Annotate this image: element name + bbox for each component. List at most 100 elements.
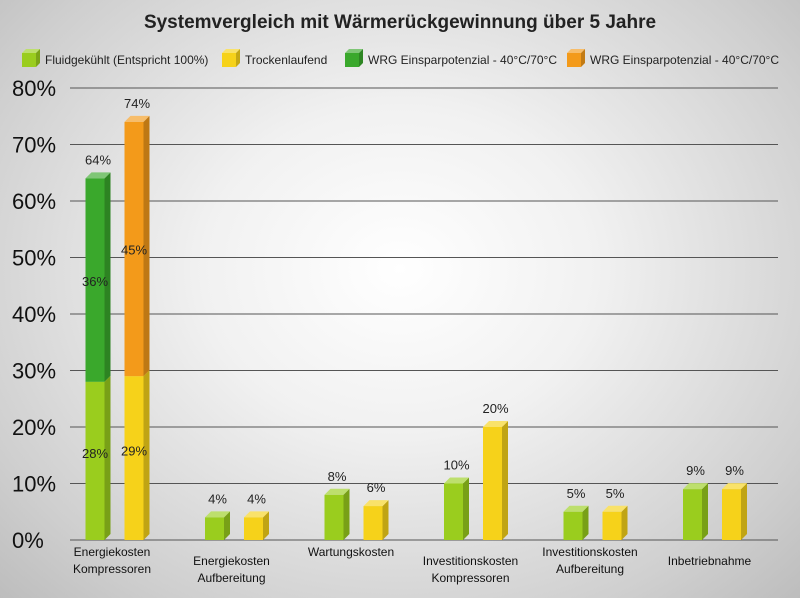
bar-front — [483, 427, 502, 540]
legend-entry: Fluidgekühlt (Entspricht 100%) — [22, 49, 208, 67]
total-label: 4% — [208, 491, 227, 506]
total-label: 9% — [725, 463, 744, 478]
legend-label: Trockenlaufend — [245, 53, 327, 67]
legend-swatch-side — [36, 49, 40, 67]
inside-label: 29% — [121, 443, 147, 458]
bar-side — [104, 172, 111, 382]
bar — [722, 483, 747, 540]
inside-label: 45% — [121, 243, 147, 258]
legend-swatch-top — [567, 49, 585, 53]
x-axis-categories: Energiekosten Kompressoren Energiekosten Au… — [73, 545, 752, 585]
bar-top — [722, 483, 747, 490]
x-category-label: Energiekosten — [74, 545, 151, 559]
bar-top — [483, 421, 508, 427]
total-label: 5% — [567, 486, 586, 501]
bar — [124, 370, 150, 540]
bar-side — [263, 511, 269, 540]
legend-entry: Trockenlaufend — [222, 49, 327, 67]
stacked-bar — [85, 172, 111, 382]
bar-side — [741, 483, 747, 540]
bar — [324, 488, 350, 540]
total-label: 74% — [124, 96, 150, 111]
gridlines — [70, 87, 778, 541]
y-tick-label: 20% — [12, 415, 56, 440]
bar-side — [143, 370, 150, 540]
total-label: 8% — [328, 469, 347, 484]
bar-front — [124, 121, 144, 377]
x-category-label: Aufbereitung — [197, 571, 265, 585]
bar-side — [382, 500, 389, 540]
total-label: 64% — [85, 152, 111, 167]
total-label: 6% — [367, 480, 386, 495]
bar-front — [244, 517, 263, 540]
bar-front — [85, 381, 105, 540]
legend-swatch-side — [236, 49, 240, 67]
bar-side — [702, 483, 708, 540]
bar-front — [683, 489, 702, 540]
bar — [363, 500, 389, 540]
bar-top — [205, 511, 230, 518]
y-tick-label: 60% — [12, 189, 56, 214]
bar-front — [85, 178, 105, 382]
x-category-label: Aufbereitung — [556, 562, 624, 576]
y-tick-label: 0% — [12, 528, 44, 553]
bar-front — [563, 511, 583, 540]
bar — [683, 483, 708, 540]
bar-side — [104, 375, 111, 540]
bar — [205, 511, 230, 540]
bar-top — [85, 172, 111, 179]
chart-title: Systemvergleich mit Wärmerückgewinnung ü… — [144, 12, 656, 33]
bar-top — [602, 505, 628, 512]
y-tick-label: 50% — [12, 246, 56, 271]
legend-label: WRG Einsparpotenzial - 40°C/70°C — [590, 53, 779, 67]
bar-side — [502, 421, 508, 540]
bar-side — [582, 505, 589, 540]
bar-side — [343, 488, 350, 540]
y-tick-label: 80% — [12, 76, 56, 101]
bar — [244, 511, 269, 540]
x-category-label: Kompressoren — [431, 571, 509, 585]
legend-entry: WRG Einsparpotenzial - 40°C/70°C — [345, 49, 557, 67]
y-tick-label: 30% — [12, 359, 56, 384]
bar — [602, 505, 628, 540]
bar-front — [324, 494, 344, 540]
bar-top — [563, 505, 589, 512]
inside-label: 36% — [82, 274, 108, 289]
bar-top — [244, 511, 269, 518]
total-label: 4% — [247, 491, 266, 506]
legend-swatch — [22, 53, 36, 67]
legend-swatch — [345, 53, 359, 67]
bar — [444, 477, 469, 540]
x-category-label: Energiekosten — [193, 554, 270, 568]
bar-front — [602, 511, 622, 540]
inside-label: 28% — [82, 446, 108, 461]
total-label: 10% — [443, 458, 469, 473]
x-category-label: Inbetriebnahme — [668, 554, 752, 568]
legend-swatch-side — [359, 49, 363, 67]
bar-front — [722, 489, 741, 540]
legend: Fluidgekühlt (Entspricht 100%) Trockenlau… — [22, 49, 779, 67]
y-tick-label: 70% — [12, 133, 56, 158]
legend-label: WRG Einsparpotenzial - 40°C/70°C — [368, 53, 557, 67]
legend-entry: WRG Einsparpotenzial - 40°C/70°C — [567, 49, 779, 67]
x-category-label: Wartungskosten — [308, 545, 394, 559]
bar-top — [124, 115, 150, 122]
total-label: 20% — [482, 401, 508, 416]
bar-top — [683, 483, 708, 490]
legend-swatch-top — [345, 49, 363, 53]
x-category-label: Investitionskosten — [423, 554, 518, 568]
total-label: 9% — [686, 463, 705, 478]
bar-top — [444, 477, 469, 484]
bar-side — [143, 115, 150, 377]
bar-front — [444, 483, 463, 540]
legend-swatch-top — [222, 49, 240, 53]
bar-top — [324, 488, 350, 495]
legend-swatch-side — [581, 49, 585, 67]
stacked-bar — [124, 115, 150, 377]
x-category-label: Investitionskosten — [542, 545, 637, 559]
bars — [85, 115, 747, 540]
bar-top — [363, 500, 389, 507]
legend-swatch — [222, 53, 236, 67]
bar-side — [224, 511, 230, 540]
